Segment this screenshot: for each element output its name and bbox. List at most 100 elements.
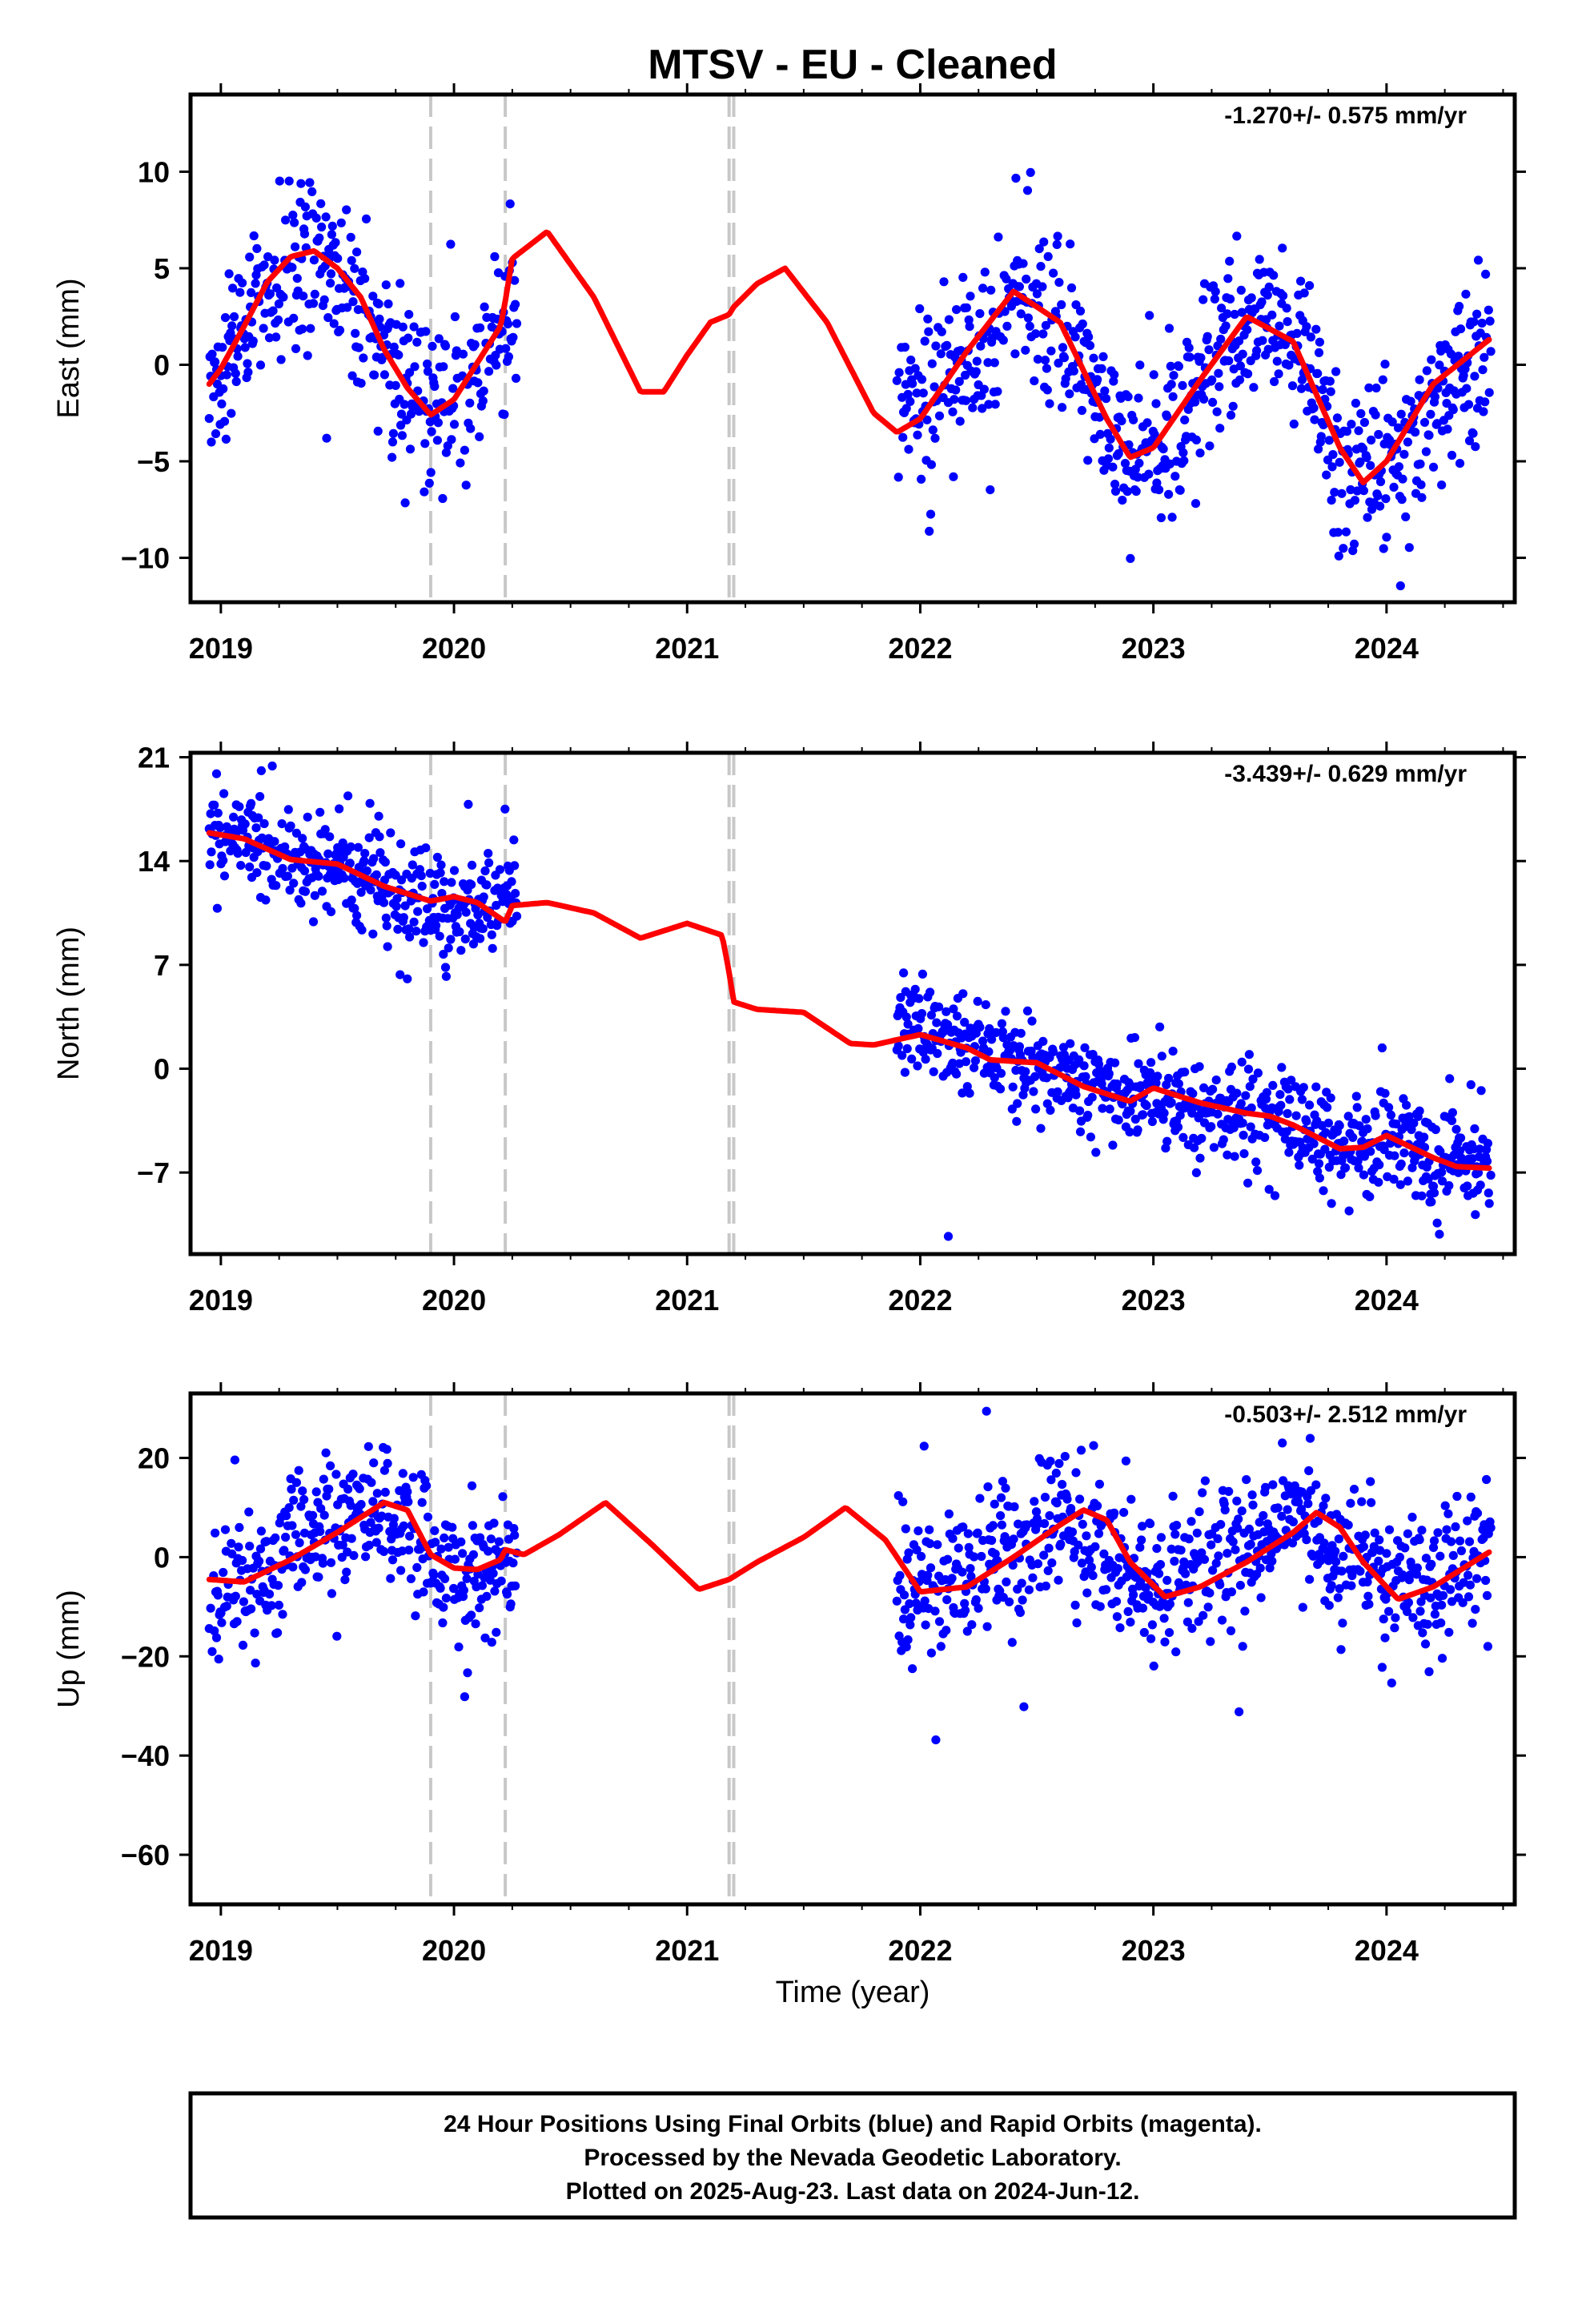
data-point xyxy=(1008,1082,1018,1092)
data-point xyxy=(297,1578,307,1587)
data-point xyxy=(331,1470,341,1479)
data-point xyxy=(1106,434,1115,444)
data-point xyxy=(1363,513,1372,522)
data-point xyxy=(335,325,345,335)
data-point xyxy=(371,1538,381,1547)
data-point xyxy=(1100,386,1110,396)
data-point xyxy=(1477,318,1487,328)
data-point xyxy=(213,808,223,818)
data-point xyxy=(1195,1507,1204,1517)
data-point xyxy=(448,1522,457,1532)
data-point xyxy=(944,315,954,324)
data-point xyxy=(948,407,958,416)
data-point xyxy=(952,1011,962,1021)
data-point xyxy=(1387,1679,1396,1688)
data-point xyxy=(1443,1509,1453,1518)
data-point xyxy=(1166,1544,1176,1554)
data-point xyxy=(1235,1707,1244,1717)
data-point xyxy=(1374,429,1383,440)
data-point xyxy=(1351,398,1360,408)
data-point xyxy=(948,1058,958,1068)
data-point xyxy=(300,887,310,896)
data-point xyxy=(427,427,436,436)
data-point xyxy=(498,1492,508,1502)
data-point xyxy=(1144,469,1154,479)
data-point xyxy=(303,351,312,360)
data-point xyxy=(478,924,488,934)
data-point xyxy=(978,1036,988,1046)
data-point xyxy=(255,792,265,802)
data-point xyxy=(958,989,968,999)
data-point xyxy=(1016,309,1026,319)
data-point xyxy=(1113,1564,1122,1574)
data-point xyxy=(1342,427,1351,436)
data-point xyxy=(279,1546,289,1555)
data-point xyxy=(241,847,251,858)
data-point xyxy=(925,1525,934,1534)
data-point xyxy=(1419,1132,1429,1142)
data-point xyxy=(1157,1051,1166,1061)
model-fit-line xyxy=(206,830,1492,1172)
data-point xyxy=(229,312,239,322)
data-point xyxy=(1060,1452,1070,1462)
data-point xyxy=(903,1019,913,1029)
data-point xyxy=(930,433,940,443)
y-axis-label: North (mm) xyxy=(52,927,86,1080)
data-point xyxy=(492,1627,501,1637)
data-point xyxy=(1330,488,1339,497)
data-point xyxy=(958,1088,967,1098)
data-point xyxy=(291,242,300,251)
data-point xyxy=(1207,375,1217,384)
data-point xyxy=(1082,1531,1091,1541)
data-point xyxy=(1070,332,1080,342)
data-point xyxy=(1122,487,1132,497)
data-point xyxy=(484,858,494,867)
data-point xyxy=(1032,289,1042,299)
x-tick-label: 2021 xyxy=(655,1934,719,1967)
data-point xyxy=(962,1626,972,1636)
data-point xyxy=(1335,457,1344,467)
data-point xyxy=(1331,367,1341,376)
data-point xyxy=(1070,1600,1080,1610)
data-point xyxy=(256,766,266,776)
data-point xyxy=(981,1584,990,1594)
data-point xyxy=(249,231,259,241)
data-point xyxy=(1244,1524,1254,1534)
data-point xyxy=(1395,581,1405,591)
data-point xyxy=(1153,1072,1162,1081)
data-point xyxy=(479,386,488,396)
data-point xyxy=(1366,1477,1375,1486)
data-point xyxy=(356,887,366,897)
data-point xyxy=(480,1633,490,1642)
data-point xyxy=(966,1564,975,1574)
data-point xyxy=(214,1655,223,1664)
data-point xyxy=(1314,1516,1323,1526)
data-point xyxy=(1052,1498,1062,1508)
data-point xyxy=(1108,462,1118,472)
data-point xyxy=(406,409,416,419)
data-point xyxy=(965,322,974,332)
data-point xyxy=(1402,1100,1411,1110)
data-point xyxy=(1446,1585,1456,1594)
data-point xyxy=(364,1540,374,1550)
data-point xyxy=(1380,360,1390,369)
data-point xyxy=(1305,1574,1315,1584)
data-point xyxy=(898,432,908,442)
data-point xyxy=(1203,332,1212,341)
data-point xyxy=(210,800,219,810)
data-point xyxy=(449,866,460,875)
data-point xyxy=(1236,285,1246,295)
data-point xyxy=(966,292,975,301)
data-point xyxy=(1400,1543,1410,1553)
data-point xyxy=(336,218,346,227)
data-point xyxy=(1226,410,1236,420)
data-point xyxy=(248,336,258,346)
data-point xyxy=(240,819,250,829)
data-point xyxy=(417,1498,427,1507)
data-point xyxy=(440,341,451,351)
data-point xyxy=(1465,1580,1475,1590)
data-point xyxy=(211,429,221,439)
data-point xyxy=(1187,1623,1197,1633)
data-point xyxy=(1118,496,1127,505)
data-point xyxy=(1421,447,1431,456)
